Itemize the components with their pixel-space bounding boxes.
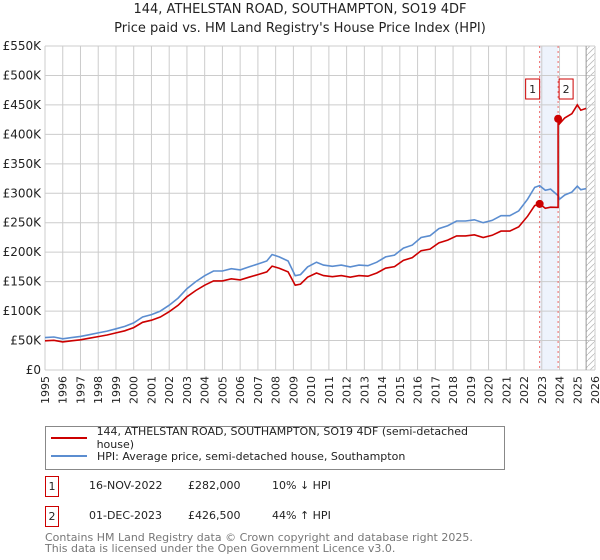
sale-label-box [558, 78, 574, 100]
x-tick-label: 2020 [483, 376, 496, 404]
x-tick-label: 2011 [323, 376, 336, 404]
x-tick-label: 2026 [589, 376, 600, 404]
price-chart: 1995 1996 1997 1998 1999 2000 2001 2002 2003 2004… [3, 39, 600, 404]
x-tick-label: 2017 [429, 376, 442, 404]
sale-point [554, 114, 563, 123]
y-tick-label: £550K [3, 39, 43, 53]
hpi-line [44, 184, 587, 340]
price-paid-line [44, 103, 587, 343]
y-tick-label: £200K [3, 245, 43, 259]
sale-hpi-diff: 10% ↓ HPI [272, 479, 331, 492]
sale-label-box [525, 78, 541, 100]
x-tick-label: 2002 [163, 376, 176, 404]
y-tick-label: £100K [3, 304, 43, 318]
x-tick-label: 2012 [341, 376, 354, 404]
footer-license: This data is licensed under the Open Gov… [45, 542, 396, 555]
chart-subtitle: Price paid vs. HM Land Registry's House … [114, 21, 486, 36]
x-tick-label: 1999 [110, 376, 123, 404]
x-tick-label: 2018 [447, 376, 460, 404]
sale-price: £282,000 [188, 479, 241, 492]
x-tick-label: 1996 [57, 376, 70, 404]
x-tick-label: 2006 [234, 376, 247, 404]
x-tick-label: 2016 [412, 376, 425, 404]
legend-label: 144, ATHELSTAN ROAD, SOUTHAMPTON, SO19 4… [96, 425, 468, 451]
x-tick-label: 2024 [554, 376, 567, 404]
y-tick-label: £400K [3, 127, 43, 141]
y-tick-label: £350K [3, 157, 43, 171]
x-tick-label: 2005 [216, 376, 229, 404]
x-tick-label: 2019 [465, 376, 478, 404]
x-tick-label: 1998 [92, 376, 105, 404]
x-tick-label: 2022 [518, 376, 531, 404]
y-tick-label: £500K [3, 68, 43, 82]
sale-label: 1 [529, 83, 536, 96]
x-tick-label: 2013 [358, 376, 371, 404]
sale-date: 01-DEC-2023 [89, 509, 163, 522]
x-tick-label: 2014 [376, 376, 389, 404]
legend-item-hpi: HPI: Average price, semi-detached house,… [51, 448, 405, 464]
x-tick-label: 2023 [536, 376, 549, 404]
footer: Contains HM Land Registry data © Crown c… [45, 532, 473, 554]
y-tick-label: £300K [3, 186, 43, 200]
x-tick-label: 2021 [500, 376, 513, 404]
x-tick-label: 1997 [74, 376, 87, 404]
y-tick-label: £250K [3, 216, 43, 230]
legend: 144, ATHELSTAN ROAD, SOUTHAMPTON, SO19 4… [45, 425, 505, 470]
x-tick-label: 2008 [270, 376, 283, 404]
x-tick-label: 1995 [39, 376, 52, 404]
legend-label: HPI: Average price, semi-detached house,… [97, 449, 406, 463]
y-tick-label: £450K [3, 98, 43, 112]
footer-copyright: Contains HM Land Registry data © Crown c… [45, 531, 473, 544]
chart-title: 144, ATHELSTAN ROAD, SOUTHAMPTON, SO19 4… [133, 2, 467, 17]
x-tick-label: 2015 [394, 376, 407, 404]
x-tick-label: 2004 [199, 376, 212, 404]
x-tick-label: 2001 [145, 376, 158, 404]
sale-price: £426,500 [188, 509, 241, 522]
sale-badge: 2 [45, 506, 59, 527]
legend-swatch-red [51, 437, 87, 439]
x-tick-label: 2010 [305, 376, 318, 404]
legend-item-property: 144, ATHELSTAN ROAD, SOUTHAMPTON, SO19 4… [51, 425, 504, 451]
x-tick-label: 2009 [287, 376, 300, 404]
sale-badge: 1 [45, 476, 59, 497]
sale-point [535, 199, 544, 208]
y-tick-label: £50K [10, 334, 42, 348]
sale-date: 16-NOV-2022 [89, 479, 163, 492]
x-tick-label: 2000 [128, 376, 141, 404]
x-tick-label: 2025 [571, 376, 584, 404]
sale-label: 2 [563, 83, 570, 96]
sale-hpi-diff: 44% ↑ HPI [272, 509, 331, 522]
future-hatch [586, 46, 595, 370]
y-tick-label: £0 [26, 363, 41, 377]
x-tick-label: 2003 [181, 376, 194, 404]
legend-swatch-blue [51, 455, 87, 457]
x-tick-label: 2007 [252, 376, 265, 404]
y-tick-label: £150K [3, 275, 43, 289]
